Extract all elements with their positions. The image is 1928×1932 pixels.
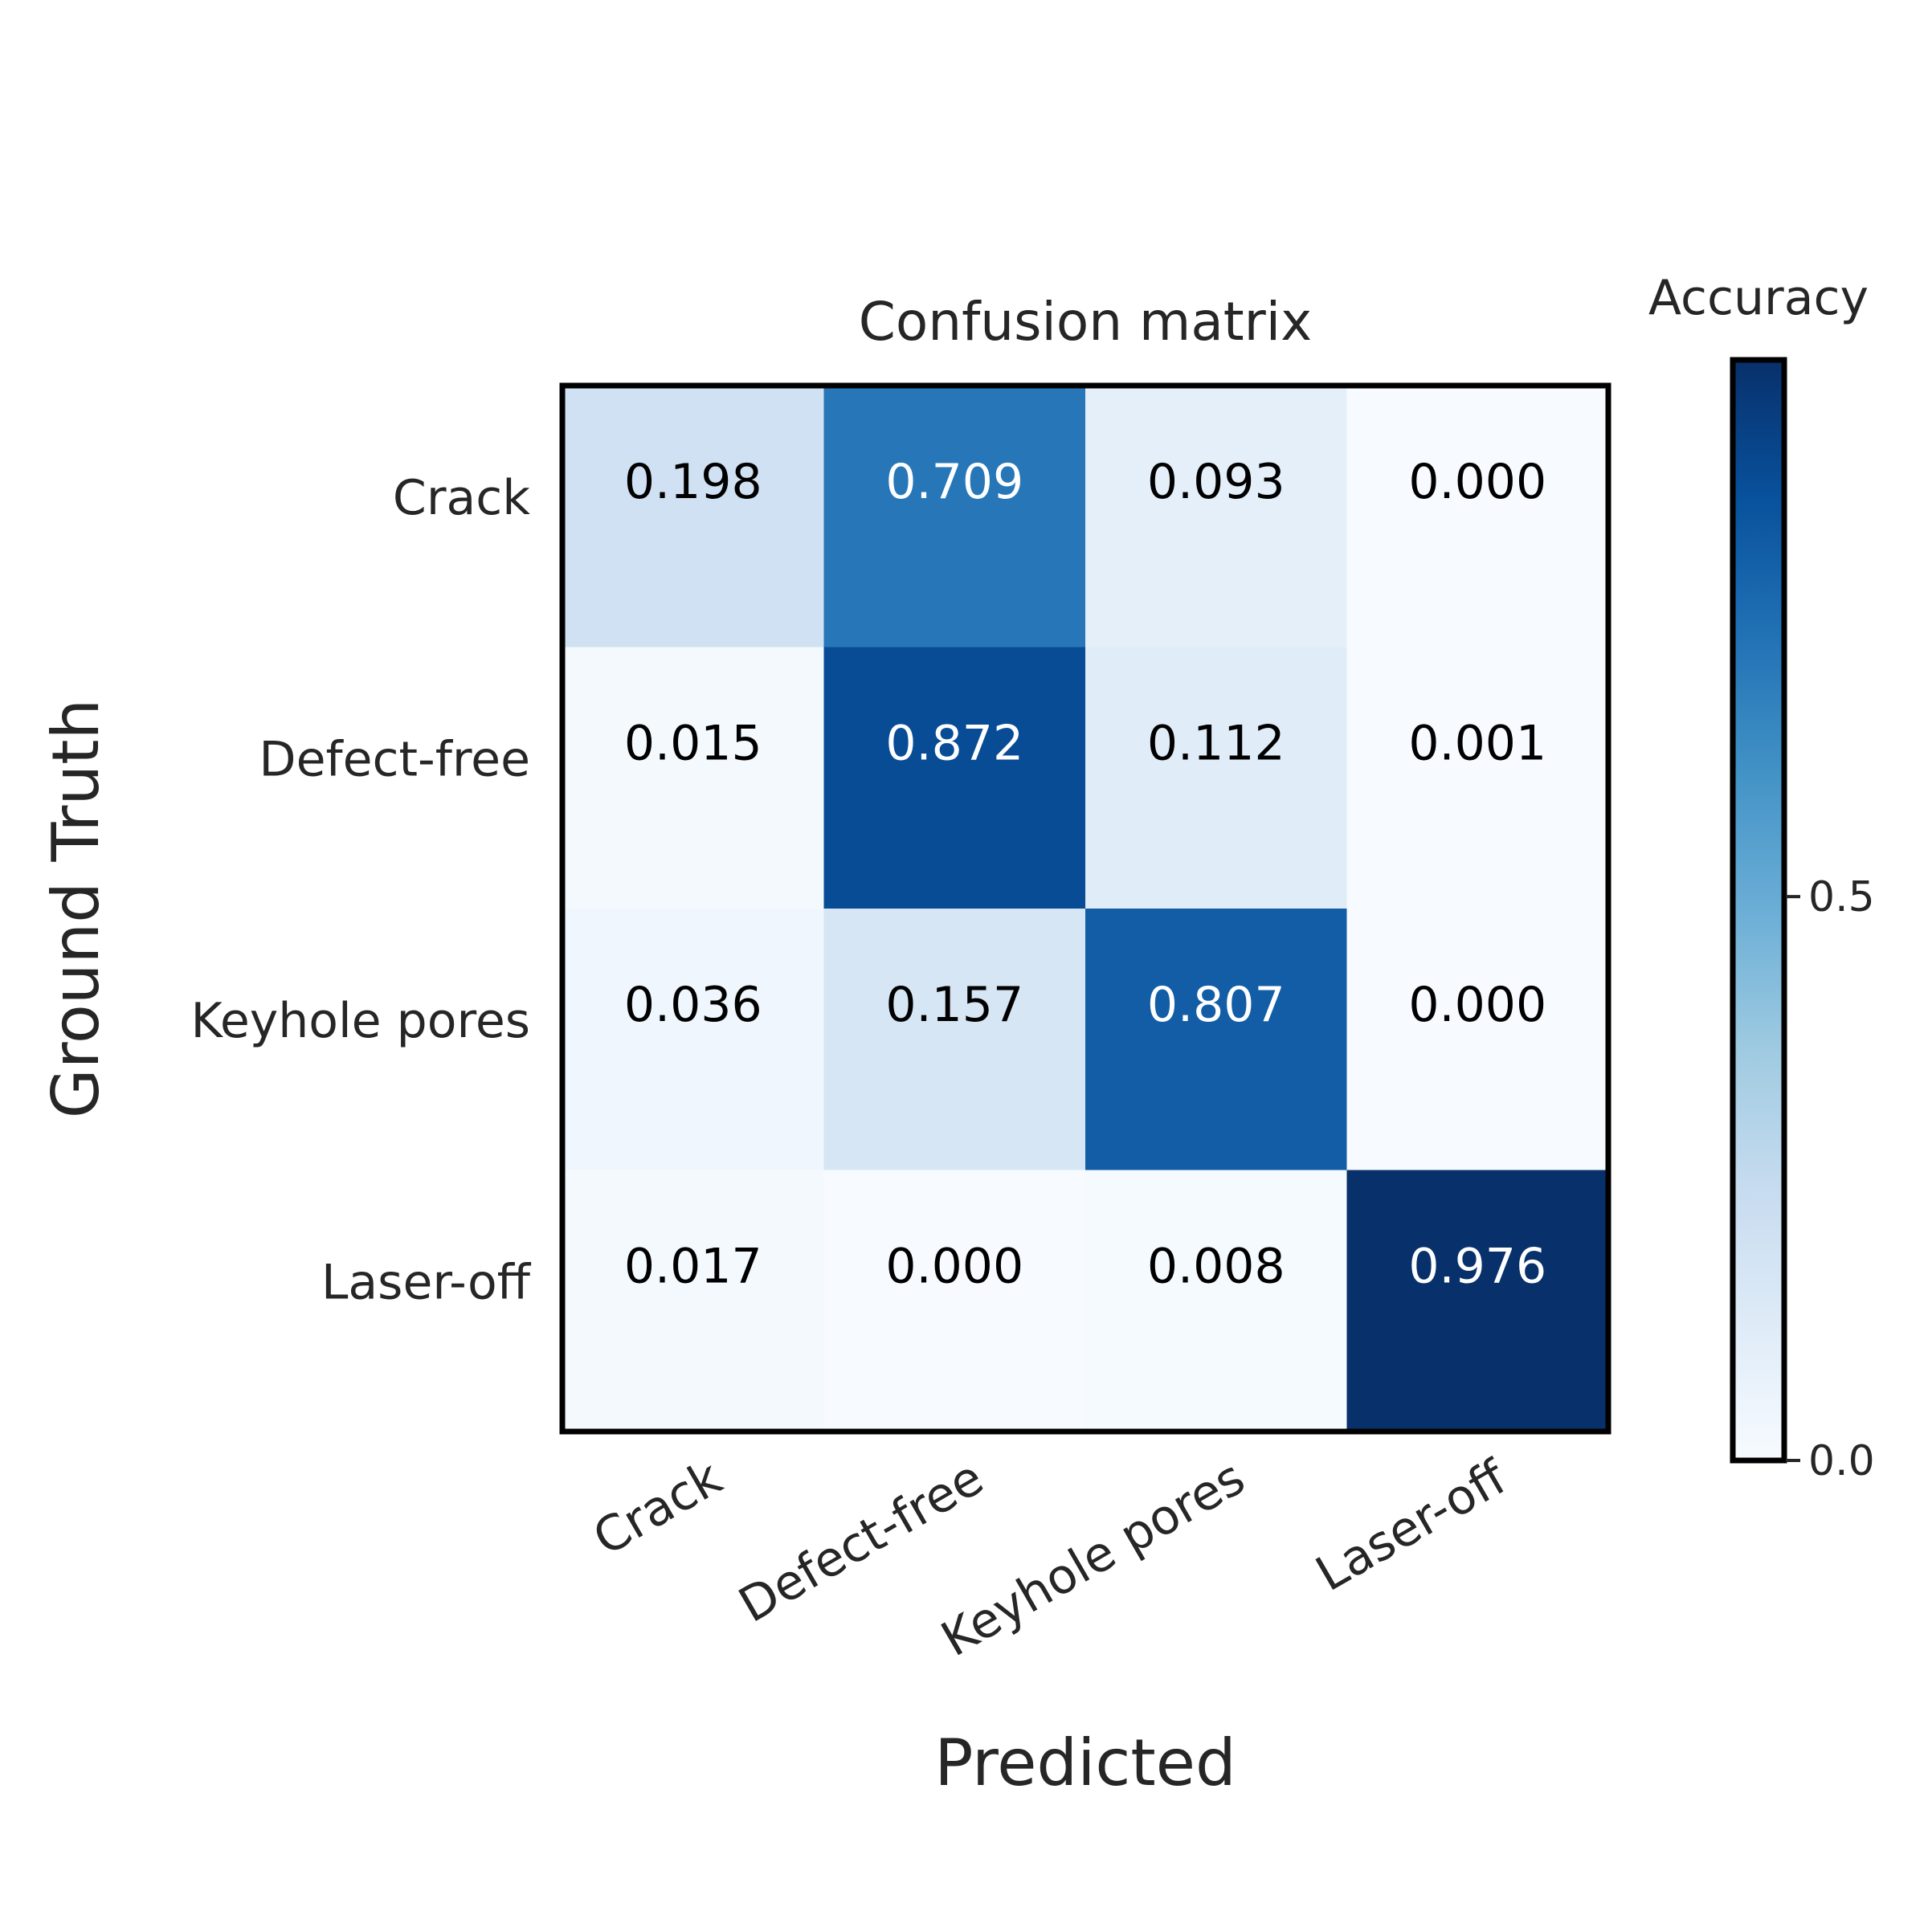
heatmap-cell bbox=[1085, 386, 1348, 648]
cell-value-label: 0.093 bbox=[1147, 454, 1285, 510]
heatmap-cell bbox=[823, 909, 1086, 1171]
cell-value-label: 0.036 bbox=[624, 977, 762, 1033]
heatmap-cell bbox=[823, 1170, 1086, 1432]
y-tick-label: Defect-free bbox=[259, 731, 530, 787]
colorbar-tick-label: 0.5 bbox=[1808, 873, 1875, 921]
cell-value-label: 0.017 bbox=[624, 1239, 762, 1295]
y-tick-labels: Crack Defect-free Keyhole pores Laser-off bbox=[191, 470, 532, 1311]
heatmap-cell bbox=[1346, 647, 1609, 909]
colorbar-frame bbox=[1730, 357, 1787, 1464]
cell-value-label: 0.976 bbox=[1408, 1239, 1546, 1295]
cell-value-label: 0.001 bbox=[1408, 716, 1546, 772]
heatmap-cell bbox=[823, 386, 1086, 648]
y-axis-label: Ground Truth bbox=[39, 699, 113, 1118]
cell-value-label: 0.112 bbox=[1147, 716, 1285, 772]
colorbar-ticks: 0.0 0.5 bbox=[1786, 873, 1875, 1485]
y-tick-label: Keyhole pores bbox=[191, 993, 531, 1049]
cell-value-label: 0.000 bbox=[885, 1239, 1023, 1295]
heatmap-cells bbox=[562, 386, 1609, 1432]
cell-value-labels: 0.198 0.709 0.093 0.000 0.015 0.872 0.112 0.001… bbox=[624, 454, 1546, 1295]
cell-value-label: 0.157 bbox=[885, 977, 1023, 1033]
heatmap-cell bbox=[1346, 1170, 1609, 1432]
cell-value-label: 0.709 bbox=[885, 454, 1023, 510]
heatmap-cell bbox=[562, 1170, 825, 1432]
colorbar-title: Accuracy bbox=[1648, 270, 1869, 326]
cell-value-label: 0.198 bbox=[624, 454, 762, 510]
heatmap-cell bbox=[562, 909, 825, 1171]
y-tick-label: Crack bbox=[393, 470, 530, 526]
heatmap-cell bbox=[1346, 386, 1609, 648]
x-tick-label: Laser-off bbox=[1307, 1449, 1517, 1603]
y-tick-label: Laser-off bbox=[321, 1254, 532, 1310]
cell-value-label: 0.872 bbox=[885, 716, 1023, 772]
heatmap-cell bbox=[1346, 909, 1609, 1171]
heatmap-cell bbox=[562, 386, 825, 648]
x-axis-label: Predicted bbox=[934, 1726, 1236, 1800]
heatmap-cell bbox=[1085, 1170, 1348, 1432]
heatmap-cell bbox=[1085, 647, 1348, 909]
heatmap-cell bbox=[1085, 909, 1348, 1171]
heatmap-frame bbox=[559, 382, 1611, 1435]
heatmap-cell bbox=[562, 647, 825, 909]
x-tick-label: Crack bbox=[584, 1449, 731, 1566]
chart-title: Confusion matrix bbox=[859, 291, 1312, 353]
cell-value-label: 0.008 bbox=[1147, 1239, 1285, 1295]
cell-value-label: 0.807 bbox=[1147, 977, 1285, 1033]
cell-value-label: 0.015 bbox=[624, 716, 762, 772]
cell-value-label: 0.000 bbox=[1408, 454, 1546, 510]
colorbar-gradient bbox=[1733, 360, 1784, 1460]
heatmap-cell bbox=[823, 647, 1086, 909]
colorbar-tick-label: 0.0 bbox=[1808, 1437, 1875, 1485]
cell-value-label: 0.000 bbox=[1408, 977, 1546, 1033]
